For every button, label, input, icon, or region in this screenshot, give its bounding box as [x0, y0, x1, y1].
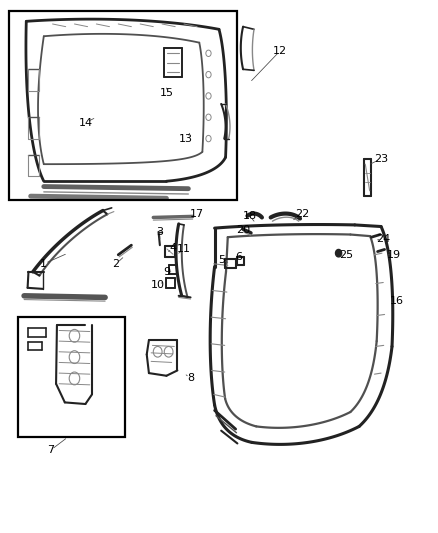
Bar [9, 11, 237, 200]
Text: 5: 5 [218, 255, 225, 265]
Text: 9: 9 [163, 267, 170, 277]
Text: 18: 18 [243, 211, 257, 221]
Text: 16: 16 [389, 296, 403, 306]
Text: 6: 6 [235, 252, 242, 262]
Text: 1: 1 [40, 259, 47, 269]
Text: 10: 10 [151, 280, 165, 290]
Text: 7: 7 [47, 446, 54, 455]
Text: 15: 15 [159, 88, 173, 98]
Text: 24: 24 [376, 234, 390, 244]
Bar [18, 317, 125, 437]
Text: 8: 8 [187, 374, 194, 383]
Text: 13: 13 [179, 134, 193, 143]
Text: 23: 23 [374, 154, 388, 164]
Circle shape [336, 249, 342, 257]
Text: 14: 14 [78, 118, 92, 127]
Text: 2: 2 [113, 259, 120, 269]
Text: 12: 12 [273, 46, 287, 55]
Text: 3: 3 [156, 227, 163, 237]
Text: 19: 19 [387, 250, 401, 260]
Text: 20: 20 [236, 225, 250, 235]
Text: 4: 4 [170, 243, 177, 253]
Text: 25: 25 [339, 250, 353, 260]
Text: 11: 11 [177, 245, 191, 254]
Text: 22: 22 [295, 209, 309, 219]
Text: 17: 17 [190, 209, 204, 219]
